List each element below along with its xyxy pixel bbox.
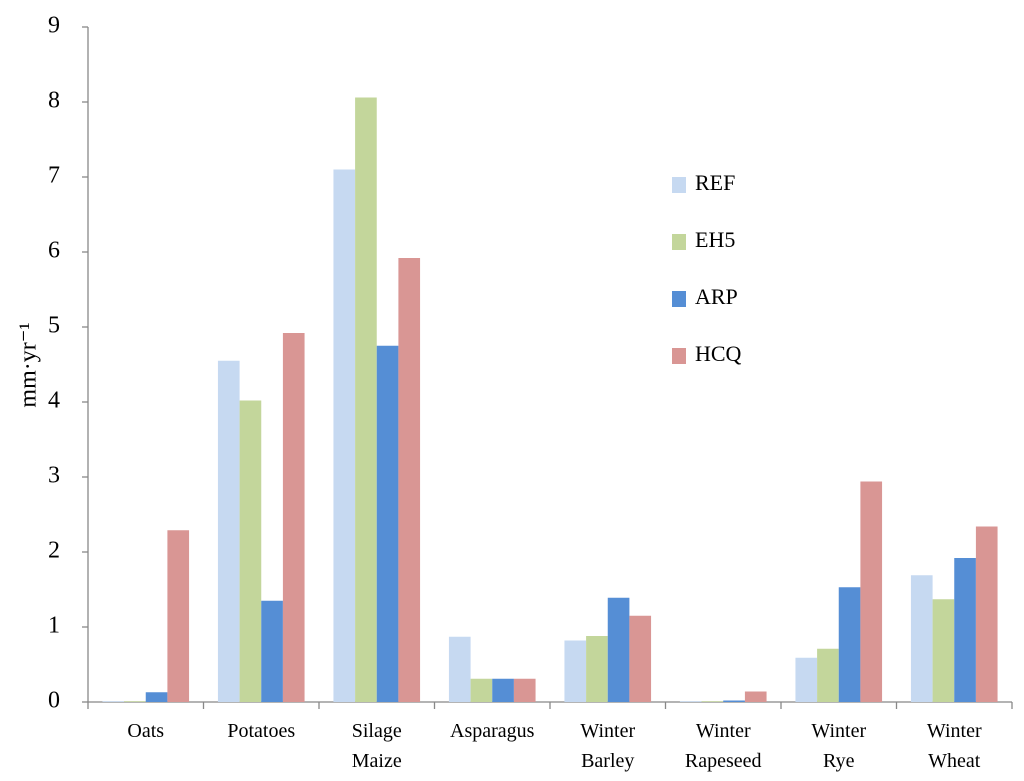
bar bbox=[975, 526, 998, 702]
bar bbox=[492, 678, 514, 702]
legend-label: REF bbox=[695, 170, 735, 195]
y-axis-label: mm·yr⁻¹ bbox=[16, 322, 42, 407]
y-tick-label: 0 bbox=[48, 688, 60, 714]
bar bbox=[355, 97, 377, 702]
legend-swatch bbox=[672, 348, 686, 364]
x-tick-label: Winter Wheat bbox=[927, 720, 982, 772]
bar bbox=[282, 333, 305, 702]
bar bbox=[102, 701, 125, 702]
bar bbox=[398, 258, 421, 702]
x-tick-label: Winter Rapeseed bbox=[685, 720, 762, 772]
legend-swatch bbox=[672, 177, 686, 193]
bar bbox=[448, 636, 471, 702]
x-tick-label: Winter Rye bbox=[811, 720, 866, 772]
bar bbox=[513, 678, 536, 702]
legend-label: ARP bbox=[695, 284, 738, 309]
bar bbox=[744, 691, 767, 702]
y-tick-label: 7 bbox=[48, 163, 60, 189]
bar bbox=[932, 599, 955, 702]
bar bbox=[145, 692, 168, 702]
bar bbox=[795, 657, 818, 702]
bar bbox=[629, 615, 652, 702]
y-tick-label: 8 bbox=[48, 88, 60, 114]
bar bbox=[954, 558, 976, 702]
legend-label: HCQ bbox=[695, 341, 742, 366]
y-tick-label: 4 bbox=[48, 388, 60, 414]
legend-label: EH5 bbox=[695, 227, 735, 252]
x-tick-label: Silage Maize bbox=[352, 720, 402, 772]
bar bbox=[817, 648, 839, 702]
y-tick-label: 5 bbox=[48, 313, 60, 339]
bar bbox=[910, 575, 933, 702]
bar bbox=[564, 640, 587, 702]
bar bbox=[376, 345, 399, 702]
x-tick-label: Winter Barley bbox=[580, 720, 635, 772]
bar bbox=[470, 678, 493, 702]
y-tick-label: 9 bbox=[48, 13, 60, 39]
bar bbox=[261, 600, 283, 702]
bar bbox=[333, 169, 356, 702]
bar bbox=[586, 636, 608, 702]
y-tick-label: 6 bbox=[48, 238, 60, 264]
bar bbox=[701, 701, 724, 702]
bar bbox=[607, 597, 630, 702]
x-tick-label: Potatoes bbox=[227, 720, 295, 742]
bar bbox=[838, 587, 861, 702]
bar bbox=[239, 400, 262, 702]
bar bbox=[124, 701, 146, 702]
bar bbox=[723, 700, 745, 702]
bar bbox=[217, 360, 240, 702]
y-tick-label: 3 bbox=[48, 463, 60, 489]
bar bbox=[167, 530, 190, 702]
x-tick-label: Oats bbox=[127, 720, 164, 742]
x-tick-label: Asparagus bbox=[450, 720, 535, 742]
legend-swatch bbox=[672, 291, 686, 307]
bar bbox=[860, 481, 883, 702]
legend-swatch bbox=[672, 234, 686, 250]
bar bbox=[679, 701, 702, 702]
y-tick-label: 2 bbox=[48, 538, 60, 564]
y-tick-label: 1 bbox=[48, 613, 60, 639]
